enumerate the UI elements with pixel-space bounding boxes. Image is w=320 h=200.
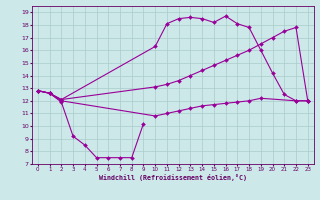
X-axis label: Windchill (Refroidissement éolien,°C): Windchill (Refroidissement éolien,°C) bbox=[99, 174, 247, 181]
